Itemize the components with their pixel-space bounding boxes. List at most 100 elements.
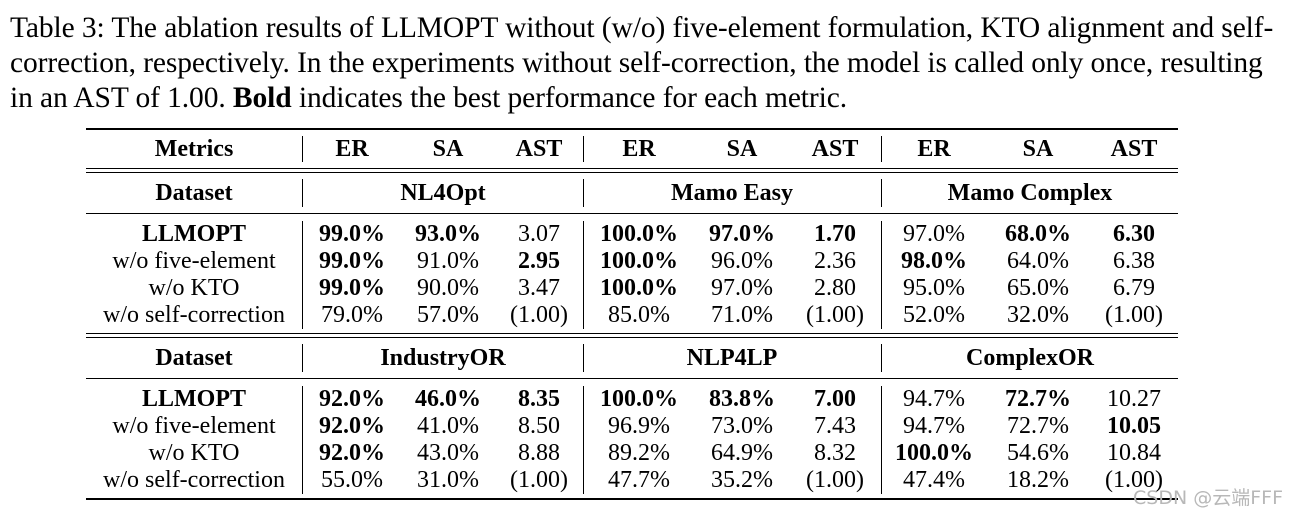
column-divider (583, 413, 584, 440)
table-cell: 71.0% (711, 302, 773, 328)
column-divider (583, 467, 584, 494)
table-cell: 46.0% (415, 386, 481, 412)
table-cell: 98.0% (901, 248, 967, 274)
table-cell: (1.00) (510, 467, 568, 493)
column-divider (302, 413, 303, 440)
column-divider (881, 275, 882, 302)
column-divider (881, 221, 882, 248)
column-divider (302, 221, 303, 248)
column-divider (881, 344, 882, 372)
table-cell: 64.9% (711, 440, 773, 466)
table-cell: 72.7% (1005, 386, 1071, 412)
table-cell: 72.7% (1007, 413, 1069, 439)
table-row: w/o self-correction 55.0% 31.0% (1.00) 47.7%… (86, 467, 1178, 494)
table-cell: 92.0% (319, 386, 385, 412)
dataset-header-row: Dataset NL4Opt Mamo Easy Mamo Complex (86, 173, 1178, 213)
table-cell: 97.0% (711, 275, 773, 301)
metric-header-cell: ER (917, 136, 951, 162)
table-cell: 8.88 (518, 440, 560, 466)
column-divider (583, 221, 584, 248)
column-divider (583, 386, 584, 413)
metric-header-cell: AST (1110, 136, 1158, 162)
table-cell: 91.0% (417, 248, 479, 274)
bottom-rule (86, 498, 1178, 500)
column-divider (881, 179, 882, 207)
dataset-name: Mamo Complex (947, 180, 1113, 206)
table-cell: 92.0% (319, 440, 385, 466)
column-divider (583, 136, 584, 162)
table-row: w/o KTO 99.0% 90.0% 3.47 100.0% 97.0% 2.80 95.0… (86, 275, 1178, 302)
column-divider (302, 344, 303, 372)
table-cell: 85.0% (608, 302, 670, 328)
table-row: w/o five-element 99.0% 91.0% 2.95 100.0% 96.0… (86, 248, 1178, 275)
double-rule (86, 168, 1178, 173)
column-divider (583, 179, 584, 207)
table-cell: 6.30 (1113, 221, 1155, 247)
table-row: w/o five-element 92.0% 41.0% 8.50 96.9% 73.0%… (86, 413, 1178, 440)
table-cell: 7.43 (814, 413, 856, 439)
column-divider (583, 248, 584, 275)
table-cell: 3.47 (518, 275, 560, 301)
table-cell: (1.00) (806, 467, 864, 493)
column-divider (302, 440, 303, 467)
column-divider (302, 467, 303, 494)
column-divider (302, 179, 303, 207)
metric-header-cell: AST (811, 136, 859, 162)
table-cell: 65.0% (1007, 275, 1069, 301)
mid-rule (86, 213, 1178, 214)
dataset-label: Dataset (155, 180, 233, 206)
table-row: LLMOPT 99.0% 93.0% 3.07 100.0% 97.0% 1.70 97.0%… (86, 221, 1178, 248)
watermark: CSDN @云端FFF (1133, 487, 1283, 509)
caption-bold-word: Bold (232, 82, 292, 114)
column-divider (302, 386, 303, 413)
table-cell: 90.0% (417, 275, 479, 301)
double-rule (86, 333, 1178, 338)
row-label: w/o self-correction (103, 467, 285, 493)
table-cell: 99.0% (319, 275, 385, 301)
table-row: LLMOPT 92.0% 46.0% 8.35 100.0% 83.8% 7.00 94.7%… (86, 386, 1178, 413)
column-divider (881, 386, 882, 413)
table-cell: 31.0% (417, 467, 479, 493)
table-cell: 10.05 (1107, 413, 1161, 439)
table-cell: 96.0% (711, 248, 773, 274)
row-label: w/o five-element (112, 248, 276, 274)
table-cell: 96.9% (608, 413, 670, 439)
column-divider (583, 275, 584, 302)
dataset-name: Mamo Easy (671, 180, 793, 206)
row-label: LLMOPT (141, 386, 246, 412)
metric-header-cell: SA (726, 136, 758, 162)
table-cell: (1.00) (510, 302, 568, 328)
table-cell: 100.0% (600, 248, 678, 274)
caption-suffix: indicates the best performance for each … (298, 82, 847, 114)
table-cell: 18.2% (1007, 467, 1069, 493)
metric-header-cell: SA (432, 136, 464, 162)
table-cell: 7.00 (814, 386, 856, 412)
column-divider (302, 275, 303, 302)
table-cell: 83.8% (709, 386, 775, 412)
metric-header-cell: AST (515, 136, 563, 162)
table-cell: 99.0% (319, 221, 385, 247)
table-cell: 32.0% (1007, 302, 1069, 328)
column-divider (881, 440, 882, 467)
table-cell: 8.50 (518, 413, 560, 439)
table-cell: 8.32 (814, 440, 856, 466)
table-cell: 57.0% (417, 302, 479, 328)
dataset-name: ComplexOR (966, 345, 1094, 371)
table-cell: 68.0% (1005, 221, 1071, 247)
metrics-header: Metrics (154, 136, 234, 162)
mid-rule (86, 378, 1178, 379)
table-cell: 1.70 (814, 221, 856, 247)
caption-text: Table 3: The ablation results of LLMOPT … (10, 12, 1274, 114)
table-cell: (1.00) (1105, 302, 1163, 328)
table-cell: 2.36 (814, 248, 856, 274)
metric-header-cell: ER (335, 136, 369, 162)
table-cell: 6.38 (1113, 248, 1155, 274)
table-cell: 10.84 (1107, 440, 1161, 466)
table-cell: 47.7% (608, 467, 670, 493)
dataset-label: Dataset (155, 345, 233, 371)
column-divider (881, 413, 882, 440)
column-divider (583, 344, 584, 372)
table-row: w/o KTO 92.0% 43.0% 8.88 89.2% 64.9% 8.32 100.0… (86, 440, 1178, 467)
top-rule (86, 128, 1178, 130)
table-row: w/o self-correction 79.0% 57.0% (1.00) 85.0%… (86, 302, 1178, 329)
